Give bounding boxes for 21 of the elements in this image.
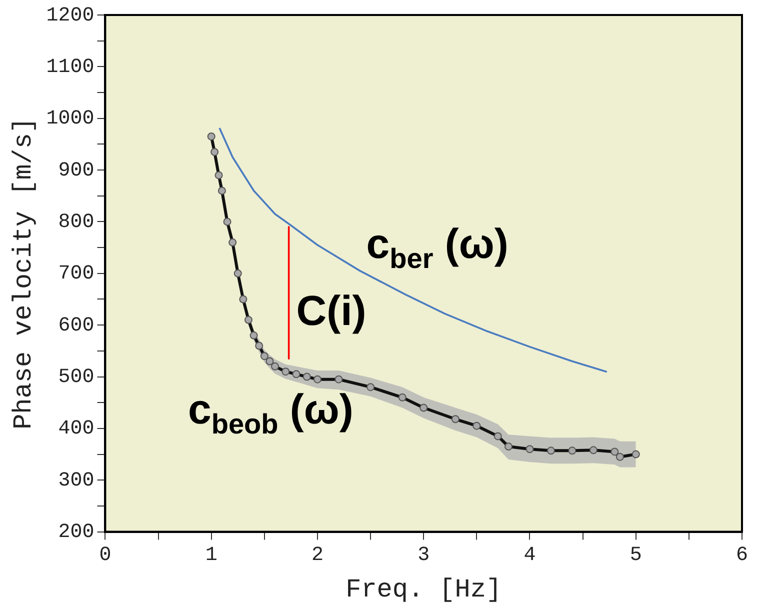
y-tick-label: 1200 <box>46 4 94 28</box>
x-tick-label: 2 <box>311 544 324 568</box>
x-tick-label: 6 <box>736 544 748 568</box>
y-tick-label: 400 <box>58 418 94 441</box>
y-tick-label: 500 <box>58 366 94 390</box>
x-tick-label: 3 <box>418 544 430 568</box>
annotation: C(i) <box>296 287 366 334</box>
y-tick-label: 900 <box>58 159 94 182</box>
x-tick-label: 5 <box>630 544 642 568</box>
y-tick-label: 800 <box>58 211 94 234</box>
y-tick-label: 600 <box>58 314 94 338</box>
y-tick-label: 1000 <box>46 108 94 131</box>
y-axis-title: Phase velocity [m/s] <box>8 117 38 430</box>
x-axis-title: Freq. [Hz] <box>346 574 502 604</box>
x-tick-label: 1 <box>205 544 218 568</box>
y-tick-label: 1100 <box>46 56 94 79</box>
y-tick-label: 200 <box>58 521 94 544</box>
x-tick-label: 4 <box>524 544 536 568</box>
y-tick-label: 300 <box>58 469 94 492</box>
y-tick-label: 700 <box>58 262 94 286</box>
x-tick-label: 0 <box>99 544 112 568</box>
